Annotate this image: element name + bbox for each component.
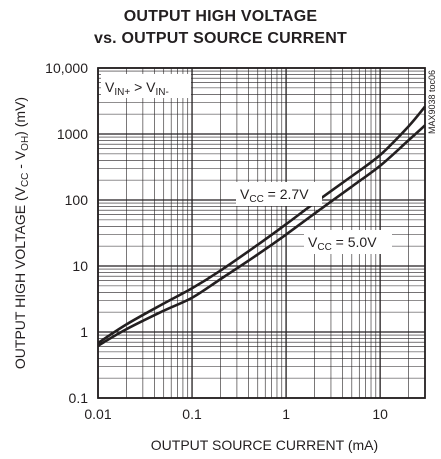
x-tick-labels: 0.01 0.1 1 10 [84,406,388,422]
x-tick-label: 0.1 [182,406,202,422]
y-tick-label: 1000 [57,126,88,142]
condition-label: VIN+ > VIN- [105,79,169,98]
x-tick-label: 1 [282,406,290,422]
series-lines [97,105,427,347]
y-tick-label: 100 [65,192,89,208]
chart-title: OUTPUT HIGH VOLTAGE [123,8,318,25]
part-code-label: MAX9038 toc06 [427,70,437,134]
series-label-2v7: VCC = 2.7V [240,186,309,205]
chart-subtitle: vs. OUTPUT SOURCE CURRENT [93,30,348,47]
y-tick-label: 10,000 [45,60,88,76]
y-tick-label: 10 [72,258,88,274]
series-label-5v0: VCC = 5.0V [308,234,377,253]
series-label-box-2v7 [236,182,322,206]
condition-label-box [101,74,191,98]
y-axis-label: OUTPUT HIGH VOLTAGE (VCC - VOH) (mV) [12,97,31,369]
series-line-5v0 [97,124,426,347]
x-tick-label: 10 [372,406,388,422]
y-tick-labels: 0.1 1 10 100 1000 10,000 [45,60,88,406]
x-tick-label: 0.01 [84,406,111,422]
plot-frame [97,67,426,399]
x-axis-label: OUTPUT SOURCE CURRENT (mA) [151,437,378,453]
y-tick-label: 1 [80,324,88,340]
y-tick-label: 0.1 [69,390,89,406]
series-label-box-5v0 [304,230,392,254]
series-line-2v7 [97,105,427,345]
